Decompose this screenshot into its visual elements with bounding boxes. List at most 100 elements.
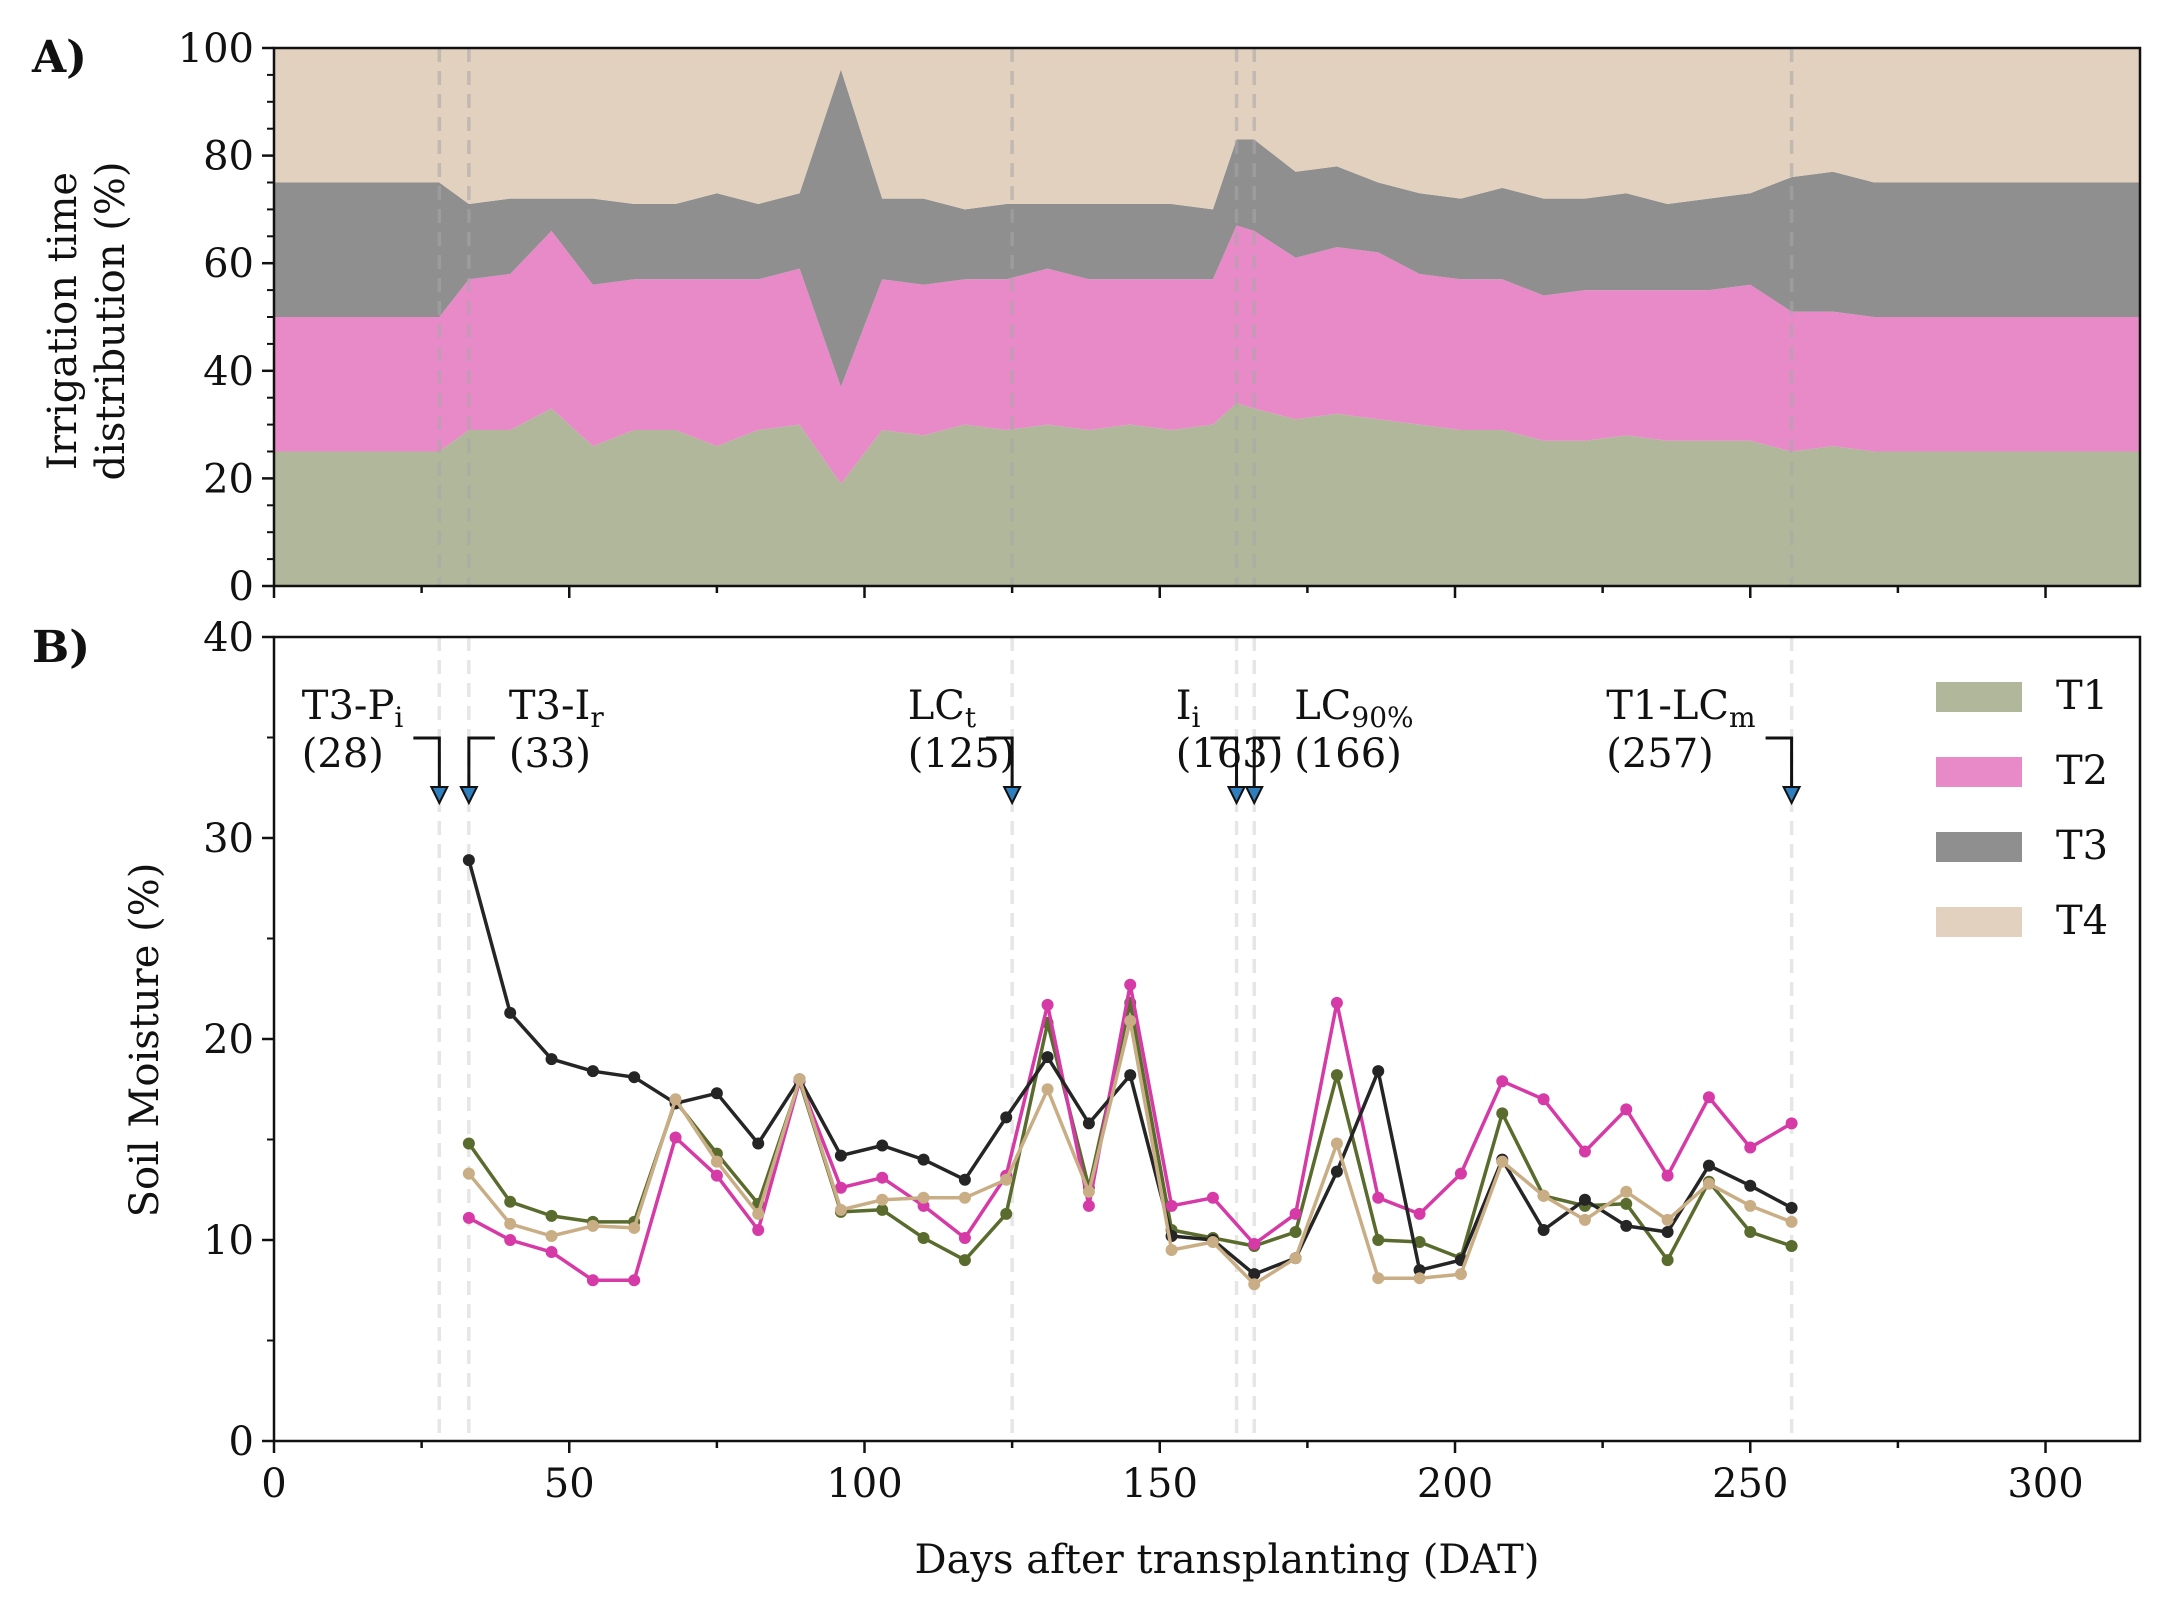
event-arrowhead — [1781, 786, 1802, 806]
area-t3 — [274, 69, 2140, 387]
point-t2 — [1454, 1167, 1467, 1180]
point-t1 — [462, 1137, 475, 1150]
event-label-main: T3-P — [302, 683, 395, 729]
point-t1 — [917, 1231, 930, 1244]
x-tick-label: 250 — [1712, 1461, 1788, 1507]
point-t3 — [1702, 1159, 1715, 1172]
event-day-label: (257) — [1606, 731, 1714, 777]
point-t1 — [1372, 1234, 1385, 1246]
event-day-label: (28) — [302, 731, 384, 777]
point-t1 — [1661, 1254, 1674, 1267]
panel-a-ylabel-line2: distribution (%) — [88, 162, 134, 481]
panel-a-y-ticks: 0 20 40 60 80 100 — [178, 26, 274, 610]
event-arrowhead — [1244, 786, 1264, 806]
point-t2 — [1578, 1145, 1591, 1158]
panel-a-stacked-areas — [274, 48, 2140, 586]
point-t3 — [1248, 1268, 1261, 1281]
point-t2 — [834, 1181, 847, 1194]
event-label-main: LC — [908, 683, 965, 729]
point-t1 — [1289, 1225, 1302, 1238]
point-t4 — [917, 1191, 930, 1204]
event-arrow-line — [986, 736, 1014, 789]
point-t4 — [1785, 1215, 1798, 1228]
y-tick-label: 100 — [178, 26, 254, 72]
panel-a-x-ticks — [272, 586, 2047, 598]
point-t4 — [628, 1221, 641, 1234]
legend-swatch-t1 — [1936, 682, 2022, 712]
point-t2 — [752, 1223, 765, 1236]
point-t3 — [1041, 1051, 1054, 1064]
point-t3 — [462, 854, 475, 867]
point-t3 — [1000, 1111, 1013, 1124]
x-tick-label: 100 — [826, 1461, 902, 1507]
point-t4 — [876, 1193, 889, 1206]
point-t4 — [1661, 1213, 1674, 1226]
point-t2 — [1206, 1191, 1219, 1204]
point-t4 — [752, 1207, 765, 1220]
x-tick-label: 50 — [544, 1461, 595, 1507]
point-t2 — [1702, 1091, 1715, 1104]
point-t1 — [1000, 1207, 1013, 1220]
point-t1 — [1785, 1240, 1798, 1253]
y-tick-label: 60 — [203, 241, 254, 287]
point-t3 — [1124, 1069, 1137, 1082]
point-t3 — [1744, 1179, 1757, 1192]
point-t3 — [1785, 1201, 1798, 1214]
event-label-subscript: r — [590, 701, 604, 734]
point-t4 — [1000, 1173, 1013, 1186]
point-t2 — [1496, 1075, 1509, 1088]
point-t3 — [1661, 1225, 1674, 1238]
event-arrow-line — [1210, 736, 1239, 789]
point-t2 — [1082, 1199, 1095, 1212]
point-t4 — [586, 1219, 599, 1232]
event-label-main: I — [1176, 683, 1192, 729]
point-t2 — [1124, 978, 1137, 991]
point-t2 — [1661, 1169, 1674, 1182]
point-t4 — [1124, 1014, 1137, 1027]
point-t2 — [586, 1274, 599, 1287]
x-tick-label: 0 — [261, 1461, 286, 1507]
point-t3 — [504, 1006, 517, 1019]
panel-b-series — [462, 854, 1798, 1291]
series-line-t1 — [467, 1001, 1793, 1262]
legend-swatch-t4 — [1936, 907, 2022, 937]
series-line-t3 — [467, 859, 1793, 1276]
panel-b-x-ticks: 0 50 100 150 200 250 300 — [261, 1441, 2084, 1507]
event-arrow-line — [1252, 736, 1281, 789]
point-t4 — [504, 1217, 517, 1230]
point-t2 — [669, 1131, 682, 1144]
point-t4 — [1496, 1155, 1509, 1168]
event-arrowhead — [459, 786, 479, 806]
point-t1 — [1330, 1069, 1343, 1082]
point-t4 — [834, 1203, 847, 1216]
panel-b: B) T3-Pi(28)T3-Ir(33)LCt(125)Ii(163)LC90… — [32, 615, 2142, 1583]
event-label-main: T1-LC — [1606, 683, 1729, 729]
y-tick-label: 40 — [203, 615, 254, 661]
point-t4 — [958, 1191, 971, 1204]
event-label-subscript: 90% — [1351, 701, 1413, 734]
y-tick-label: 20 — [203, 456, 254, 502]
panel-b-label: B) — [32, 622, 90, 673]
y-tick-label: 40 — [203, 349, 254, 395]
point-t4 — [1744, 1199, 1757, 1212]
point-t2 — [545, 1246, 558, 1259]
event-label-subscript: t — [965, 701, 977, 734]
y-tick-label: 0 — [229, 1419, 254, 1465]
event-arrowhead — [1002, 786, 1022, 806]
point-t2 — [1537, 1093, 1550, 1106]
point-t4 — [710, 1155, 723, 1168]
point-t4 — [1372, 1272, 1385, 1285]
event-label: Ii — [1176, 683, 1201, 734]
point-t4 — [1041, 1083, 1054, 1096]
point-t2 — [1744, 1141, 1757, 1154]
y-tick-label: 10 — [203, 1218, 254, 1264]
point-t1 — [1496, 1107, 1509, 1120]
event-label-subscript: m — [1729, 701, 1756, 734]
point-t3 — [1578, 1193, 1591, 1206]
panel-a: A) 0 20 40 60 80 100 Irrigation time distribu… — [31, 26, 2142, 610]
point-t4 — [1330, 1137, 1343, 1150]
event-arrow-line — [467, 736, 495, 789]
point-t3 — [710, 1087, 723, 1100]
point-t4 — [545, 1229, 558, 1242]
point-t3 — [1537, 1223, 1550, 1236]
